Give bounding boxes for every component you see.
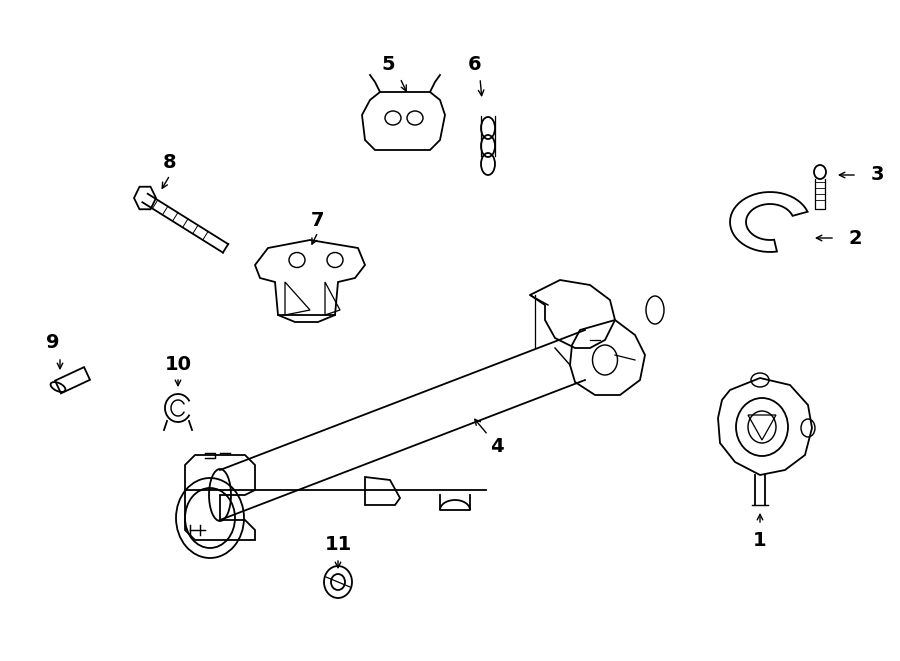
Text: 7: 7 xyxy=(311,210,325,229)
Text: 3: 3 xyxy=(870,165,884,184)
Text: 9: 9 xyxy=(46,332,59,352)
Text: 2: 2 xyxy=(848,229,862,247)
Text: 1: 1 xyxy=(753,531,767,549)
Text: 8: 8 xyxy=(163,153,176,173)
Text: 10: 10 xyxy=(165,356,192,375)
Text: 5: 5 xyxy=(382,56,395,75)
Text: 6: 6 xyxy=(468,56,482,75)
Text: 11: 11 xyxy=(324,535,352,555)
Text: 4: 4 xyxy=(491,438,504,457)
